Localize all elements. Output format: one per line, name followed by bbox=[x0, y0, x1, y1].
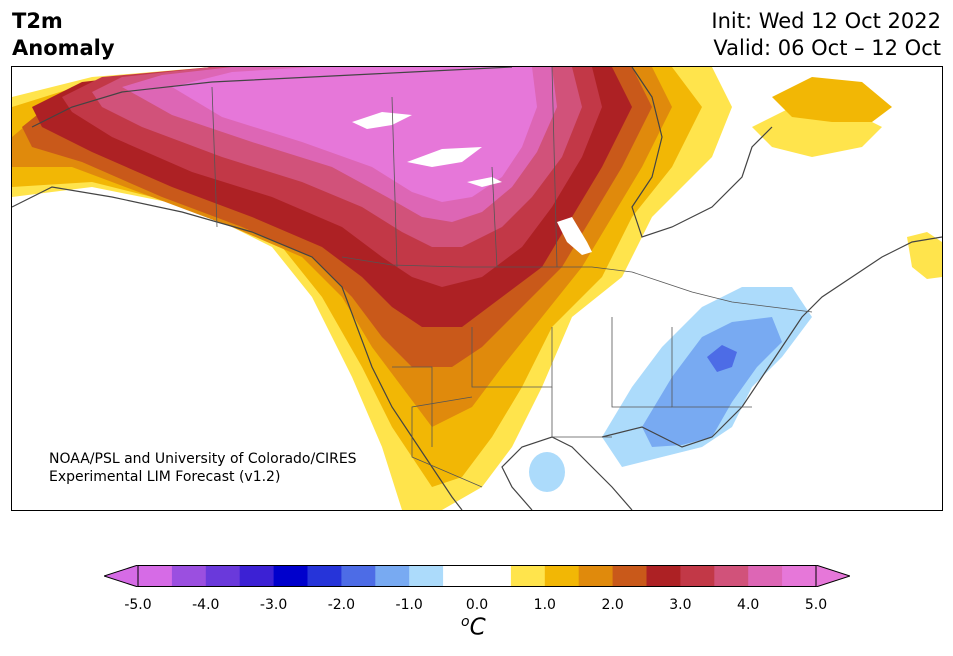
colorbar-cell bbox=[409, 565, 444, 587]
lake-winnipeg bbox=[557, 217, 592, 255]
colorbar-cell bbox=[748, 565, 783, 587]
colorbar-tick-label: 2.0 bbox=[601, 597, 624, 613]
colorbar-cell bbox=[375, 565, 410, 587]
colorbar-tick-label: -5.0 bbox=[124, 597, 152, 613]
colorbar-tick-label: 4.0 bbox=[737, 597, 760, 613]
colorbar-cell bbox=[171, 565, 207, 587]
init-date: Init: Wed 12 Oct 2022 bbox=[711, 9, 941, 33]
great-bear-lake bbox=[407, 147, 482, 167]
colorbar-under-arrow bbox=[104, 565, 138, 587]
colorbar-cell bbox=[646, 565, 681, 587]
colorbar-ticks: -5.0 -4.0 -3.0 -2.0 -1.0 0.0 1.0 2.0 3.0 4.0 5.0 bbox=[0, 597, 953, 617]
title-line-2: Anomaly bbox=[12, 36, 115, 60]
colorbar-tick-label: 1.0 bbox=[533, 597, 556, 613]
colorbar-cell bbox=[239, 565, 275, 587]
colorbar-cell bbox=[578, 565, 614, 587]
contour-neg-2c bbox=[707, 345, 737, 372]
lake-athabasca bbox=[467, 177, 502, 187]
colorbar-cell bbox=[307, 565, 342, 587]
date-info: Init: Wed 12 Oct 2022 Valid: 06 Oct – 12… bbox=[711, 8, 941, 62]
colorbar-cells bbox=[138, 565, 817, 587]
credit-line-2: Experimental LIM Forecast (v1.2) bbox=[49, 469, 281, 485]
great-slave-lake bbox=[352, 112, 412, 129]
colorbar-over-arrow bbox=[816, 565, 850, 587]
colorbar-tick-label: 5.0 bbox=[804, 597, 828, 613]
credit-line-1: NOAA/PSL and University of Colorado/CIRE… bbox=[49, 451, 357, 467]
contour-neg-1-5c bbox=[642, 317, 782, 447]
contour-1-5c-labrador bbox=[772, 77, 892, 122]
colorbar-cell bbox=[477, 565, 512, 587]
colorbar-outline bbox=[137, 565, 817, 587]
colorbar-cell bbox=[341, 565, 376, 587]
colorbar-tick-label: -2.0 bbox=[327, 597, 356, 613]
colorbar-cell bbox=[680, 565, 715, 587]
colorbar-cell bbox=[714, 565, 749, 587]
valid-range: Valid: 06 Oct – 12 Oct bbox=[713, 36, 941, 60]
anomaly-map bbox=[12, 67, 942, 510]
colorbar-cell bbox=[138, 565, 173, 587]
credit-text: NOAA/PSL and University of Colorado/CIRE… bbox=[49, 450, 357, 486]
contour-1c-newfoundland bbox=[907, 232, 942, 279]
colorbar-units: oC bbox=[461, 614, 486, 641]
colorbar-cell bbox=[782, 565, 817, 587]
colorbar-cell bbox=[205, 565, 241, 587]
map-title: T2m Anomaly bbox=[12, 8, 115, 62]
colorbar-tick-label: 3.0 bbox=[669, 597, 692, 613]
map-panel bbox=[11, 66, 943, 511]
colorbar-cell bbox=[443, 565, 478, 587]
colorbar-cell bbox=[510, 565, 546, 587]
colorbar-tick-label: 0.0 bbox=[465, 597, 489, 613]
contour-neg-1c-gulf bbox=[529, 452, 565, 492]
title-line-1: T2m bbox=[12, 9, 63, 33]
colorbar-tick-label: -1.0 bbox=[395, 597, 423, 613]
contour-5c bbox=[172, 67, 537, 202]
coastlines bbox=[12, 67, 942, 510]
colorbar-cell bbox=[612, 565, 647, 587]
colorbar-cell bbox=[273, 565, 308, 587]
degree-symbol: o bbox=[461, 614, 470, 630]
colorbar bbox=[104, 565, 850, 587]
colorbar-tick-label: -3.0 bbox=[259, 597, 288, 613]
colorbar-tick-label: -4.0 bbox=[192, 597, 220, 613]
colorbar-cell bbox=[544, 565, 580, 587]
unit-label: C bbox=[469, 614, 486, 641]
political-borders bbox=[211, 67, 813, 488]
